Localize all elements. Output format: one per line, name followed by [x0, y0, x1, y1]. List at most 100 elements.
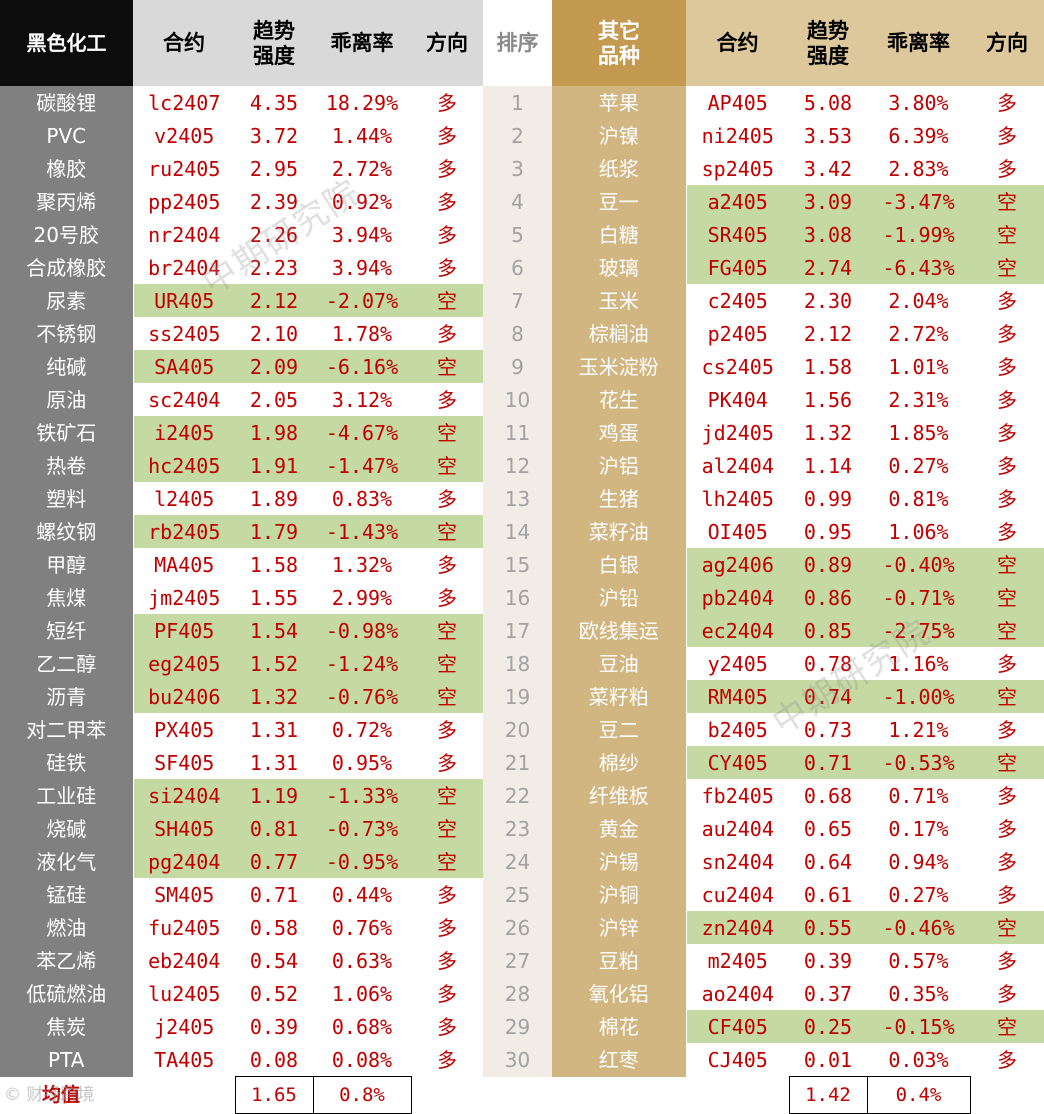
header-rank: 排序	[483, 0, 552, 86]
left-trend-strength: 1.91	[235, 449, 313, 482]
table-row: 甲醇 MA405 1.58 1.32% 多 15 白银 ag2406 0.89 -0.40% 空	[0, 548, 1044, 581]
right-commodity-name: 生猪	[552, 482, 686, 515]
left-trend-strength: 2.09	[235, 350, 313, 383]
right-deviation-rate: -1.00%	[867, 680, 970, 713]
left-commodity-name: 纯碱	[0, 350, 133, 383]
rank-number: 11	[483, 416, 552, 449]
rank-number: 2	[483, 119, 552, 152]
header-deviation-left: 乖离率	[313, 0, 411, 86]
left-direction: 空	[411, 647, 483, 680]
left-direction: 多	[437, 156, 457, 181]
right-commodity-name: 沪锡	[552, 845, 686, 878]
left-contract-code: SF405	[132, 746, 235, 779]
right-deviation-rate: -2.75%	[867, 614, 970, 647]
right-trend-strength: 0.95	[803, 519, 853, 544]
right-deviation-rate: 0.81%	[888, 486, 949, 511]
left-deviation-rate: 0.68%	[331, 1014, 393, 1039]
left-contract-code: br2404	[132, 251, 235, 284]
left-trend-strength: 2.10	[249, 321, 299, 346]
left-direction: 多	[437, 255, 457, 280]
table-row: 合成橡胶 br2404 2.23 3.94% 多 6 玻璃 FG405 2.74 -6.43% 空	[0, 251, 1044, 284]
left-direction: 多	[437, 1047, 457, 1072]
left-deviation-rate: -1.33%	[313, 779, 411, 812]
left-direction: 多	[437, 915, 457, 940]
left-deviation-rate: -4.67%	[313, 416, 411, 449]
left-trend-strength: 2.12	[235, 284, 313, 317]
rank-number: 9	[483, 350, 552, 383]
average-row: 均值 1.65 0.8% 1.42 0.4%	[0, 1076, 1044, 1114]
left-contract-code: eg2405	[132, 647, 235, 680]
table-row: 塑料 l2405 1.89 0.83% 多 13 生猪 lh2405 0.99 0.81% 多	[0, 482, 1044, 515]
left-contract-code: MA405	[132, 548, 235, 581]
right-commodity-name: 菜籽油	[552, 515, 686, 548]
right-deviation-rate: -3.47%	[867, 185, 970, 218]
left-commodity-name: 甲醇	[0, 548, 133, 581]
left-trend-strength: 2.26	[249, 222, 299, 247]
left-direction: 多	[437, 882, 457, 907]
average-left-deviation: 0.8%	[312, 1076, 412, 1114]
left-deviation-rate: -1.47%	[313, 449, 411, 482]
left-deviation-rate: 0.92%	[331, 189, 393, 214]
rank-number: 10	[483, 383, 552, 416]
left-trend-strength: 1.32	[235, 680, 313, 713]
right-direction: 空	[970, 680, 1044, 713]
left-deviation-rate: 1.44%	[331, 123, 393, 148]
right-contract-code: CJ405	[685, 1043, 789, 1077]
right-contract-code: b2405	[685, 713, 789, 746]
right-direction: 空	[970, 614, 1044, 647]
right-commodity-name: 豆一	[552, 185, 686, 218]
rank-number: 29	[483, 1010, 552, 1043]
left-deviation-rate: -0.73%	[313, 812, 411, 845]
left-direction: 空	[411, 680, 483, 713]
table-row: 螺纹钢 rb2405 1.79 -1.43% 空 14 菜籽油 OI405 0.95 1.06% 多	[0, 515, 1044, 548]
left-direction: 多	[437, 552, 457, 577]
right-trend-strength: 0.64	[803, 849, 853, 874]
right-deviation-rate: 0.35%	[888, 981, 949, 1006]
right-trend-strength: 1.58	[803, 354, 853, 379]
average-label: 均值	[42, 1083, 81, 1106]
right-commodity-name: 纤维板	[552, 779, 686, 812]
left-deviation-rate: 0.44%	[331, 882, 393, 907]
left-deviation-rate: -6.16%	[313, 350, 411, 383]
left-contract-code: jm2405	[132, 581, 235, 614]
left-deviation-rate: 1.32%	[331, 552, 393, 577]
right-deviation-rate: 1.85%	[888, 420, 949, 445]
rank-number: 13	[483, 482, 552, 515]
right-contract-code: CY405	[685, 746, 789, 779]
table-row: 低硫燃油 lu2405 0.52 1.06% 多 28 氧化铝 ao2404 0.37 0.35%…	[0, 977, 1044, 1010]
right-contract-code: sp2405	[685, 152, 789, 185]
right-trend-strength: 0.73	[803, 717, 853, 742]
left-deviation-rate: 2.99%	[331, 585, 393, 610]
left-commodity-name: 锰硅	[0, 878, 133, 911]
average-right-blank-1	[552, 1076, 686, 1114]
right-contract-code: AP405	[685, 86, 789, 119]
left-trend-strength: 0.58	[249, 915, 299, 940]
right-deviation-rate: 0.17%	[888, 816, 949, 841]
right-commodity-name: 花生	[552, 383, 686, 416]
right-trend-strength: 5.08	[803, 90, 853, 115]
left-commodity-name: 热卷	[0, 449, 133, 482]
left-contract-code: PX405	[132, 713, 235, 746]
left-trend-strength: 0.54	[249, 948, 299, 973]
table-row: 锰硅 SM405 0.71 0.44% 多 25 沪铜 cu2404 0.61 0.27% 多	[0, 878, 1044, 911]
right-commodity-name: 玻璃	[552, 251, 686, 284]
left-trend-strength: 1.31	[249, 750, 299, 775]
right-direction: 空	[970, 746, 1044, 779]
left-contract-code: rb2405	[132, 515, 235, 548]
rank-number: 6	[483, 251, 552, 284]
table-row: 焦炭 j2405 0.39 0.68% 多 29 棉花 CF405 0.25 -0.15% 空	[0, 1010, 1044, 1043]
right-deviation-rate: 0.57%	[888, 948, 949, 973]
table-row: 硅铁 SF405 1.31 0.95% 多 21 棉纱 CY405 0.71 -0.53% 空	[0, 746, 1044, 779]
rank-number: 5	[483, 218, 552, 251]
table-row: 20号胶 nr2404 2.26 3.94% 多 5 白糖 SR405 3.08 -1.99% 空	[0, 218, 1044, 251]
average-left-blank	[411, 1076, 483, 1114]
right-commodity-name: 沪镍	[552, 119, 686, 152]
left-contract-code: ru2405	[132, 152, 235, 185]
left-deviation-rate: 3.94%	[331, 255, 393, 280]
left-contract-code: lc2407	[132, 86, 235, 119]
left-contract-code: j2405	[132, 1010, 235, 1043]
left-deviation-rate: 0.63%	[331, 948, 393, 973]
average-right-blank-3	[970, 1076, 1044, 1114]
left-contract-code: PF405	[132, 614, 235, 647]
left-direction: 多	[437, 321, 457, 346]
